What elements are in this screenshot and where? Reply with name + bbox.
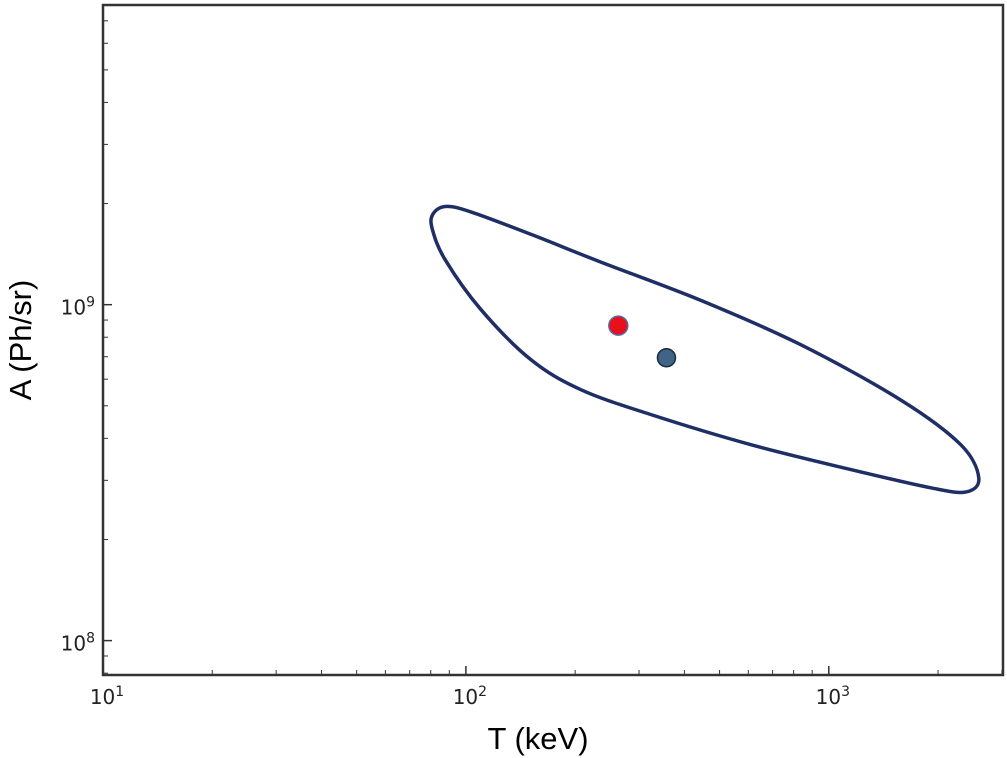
- points-layer: [608, 315, 677, 368]
- x-axis-title: T (keV): [487, 721, 588, 756]
- plot-frame: [101, 3, 1005, 677]
- y-tick-label: 108: [61, 631, 95, 656]
- y-tick-label: 109: [61, 295, 95, 320]
- ticks-layer: 101 102 103 108 109: [61, 20, 1003, 709]
- red-point: [608, 315, 629, 336]
- x-tick-label: 101: [90, 684, 124, 709]
- x-tick-label: 103: [816, 684, 850, 709]
- x-tick-label: 102: [453, 684, 487, 709]
- blue-point: [656, 348, 677, 368]
- confidence-contour: [429, 204, 981, 495]
- y-axis-title: A (Ph/sr): [3, 280, 38, 401]
- contour-layer: [429, 204, 981, 495]
